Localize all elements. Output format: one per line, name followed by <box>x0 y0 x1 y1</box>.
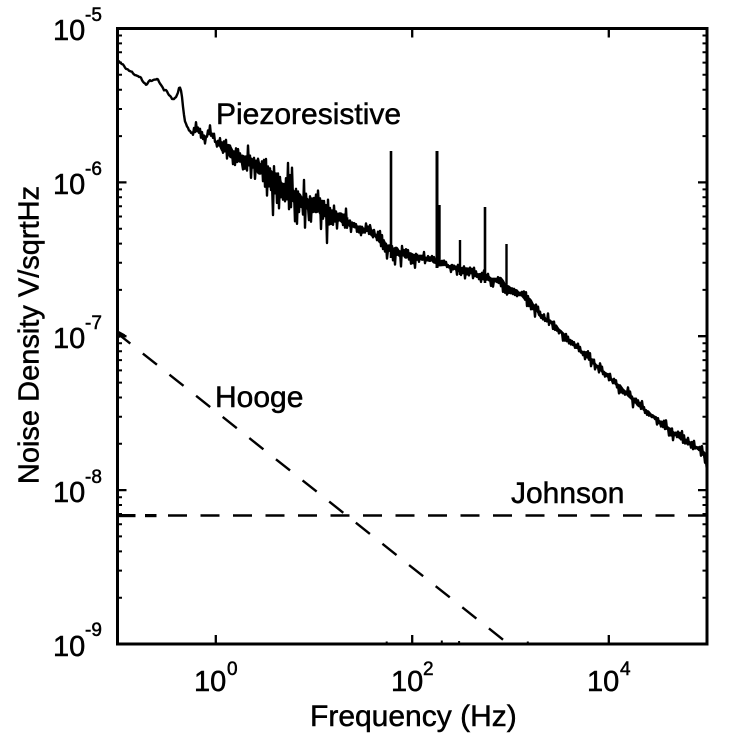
svg-text:0: 0 <box>227 659 238 680</box>
svg-text:10: 10 <box>53 631 85 663</box>
svg-text:Johnson: Johnson <box>511 477 624 510</box>
svg-text:4: 4 <box>620 659 631 680</box>
svg-text:Piezoresistive: Piezoresistive <box>216 98 401 131</box>
svg-text:10: 10 <box>53 169 85 201</box>
svg-text:Hooge: Hooge <box>215 381 303 414</box>
svg-text:10: 10 <box>587 666 619 698</box>
svg-text:-9: -9 <box>85 620 102 641</box>
svg-text:10: 10 <box>53 15 85 47</box>
svg-text:Noise Density V/sqrtHz: Noise Density V/sqrtHz <box>14 186 46 484</box>
svg-text:-6: -6 <box>85 159 102 180</box>
svg-text:Frequency (Hz): Frequency (Hz) <box>310 700 517 733</box>
svg-text:-8: -8 <box>85 467 102 488</box>
svg-text:10: 10 <box>53 323 85 355</box>
svg-text:10: 10 <box>53 477 85 509</box>
svg-text:2: 2 <box>423 659 434 680</box>
svg-text:10: 10 <box>194 666 226 698</box>
svg-text:-5: -5 <box>85 5 102 26</box>
svg-text:10: 10 <box>391 666 423 698</box>
svg-text:-7: -7 <box>85 313 102 334</box>
